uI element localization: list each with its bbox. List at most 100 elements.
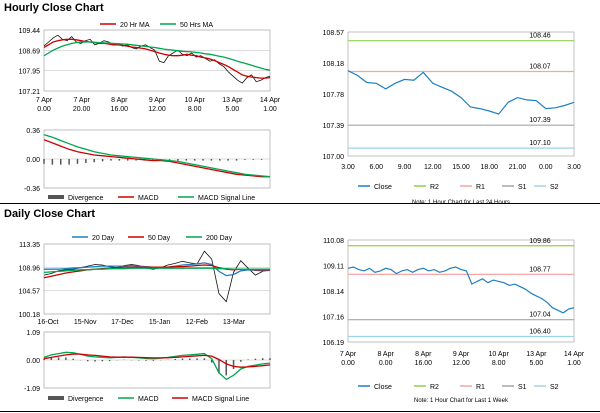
daily-week-y-tick: 108.14: [323, 289, 345, 296]
daily-price-y-tick: 100.18: [19, 312, 41, 319]
daily-week-close-legend-label: Close: [374, 384, 392, 391]
daily-macd-y-tick: -1.09: [24, 386, 40, 393]
daily-week-level-label-r2: 109.86: [529, 238, 551, 245]
daily-price-x-tick: 13-Mar: [223, 319, 246, 326]
daily-week-x-tick: 8 Apr: [377, 351, 394, 358]
hourly-macd-macd-legend-label: MACD: [138, 195, 159, 202]
bottom-border: [0, 411, 600, 412]
hourly-24h-y-tick: 107.78: [323, 92, 345, 99]
daily-week-x-tick: 0.00: [341, 360, 355, 367]
daily-price-200day-legend-label: 200 Day: [206, 235, 233, 242]
daily-macd-y-tick: 1.09: [26, 330, 40, 337]
daily-week-s1-legend-label: S1: [518, 384, 527, 391]
hourly-price-x-tick: 7 Apr: [73, 97, 90, 104]
hourly-macd-divergence-legend-label: Divergence: [68, 195, 104, 202]
daily-macd-signal-legend-label: MACD Signal Line: [192, 396, 249, 403]
hourly-price-x-tick: 7 Apr: [36, 97, 53, 104]
hourly-24h-x-tick: 15.00: [452, 164, 470, 171]
hourly-24h-y-tick: 107.39: [323, 123, 345, 130]
hourly-24h-s2-legend-label: S2: [550, 184, 559, 191]
hourly-24h-r1-legend-label: R1: [476, 184, 485, 191]
daily-price-y-tick: 108.96: [19, 265, 41, 272]
hourly-macd-y-tick: -0.36: [24, 186, 40, 193]
hourly-price-x-tick: 13 Apr: [222, 97, 243, 104]
daily-week-r2-legend-label: R2: [430, 384, 439, 391]
daily-price-y-tick: 113.35: [19, 242, 40, 249]
hourly-price-series-20-hr-ma: [43, 38, 271, 79]
hourly-price-y-tick: 108.69: [19, 48, 41, 55]
hourly-24h-y-tick: 108.18: [323, 61, 345, 68]
daily-week-x-tick: 16.00: [415, 360, 433, 367]
section-divider: [0, 203, 600, 204]
daily-week-plot-frame: [347, 239, 575, 343]
daily-macd-series-macd: [43, 351, 271, 381]
daily-week-x-tick: 8.00: [492, 360, 506, 367]
hourly-price-x-tick: 12.00: [148, 106, 166, 113]
daily-macd-series-macd-signal-line: [43, 353, 271, 368]
hourly-price-y-tick: 107.95: [19, 69, 41, 76]
hourly-price-y-tick: 107.21: [19, 89, 41, 96]
hourly-price-series-price: [43, 34, 271, 84]
hourly-24h-level-label-r2: 108.46: [529, 33, 551, 40]
hourly-section-title: Hourly Close Chart: [4, 2, 104, 14]
daily-price-series-200-day: [43, 267, 270, 274]
daily-macd-y-tick: 0.00: [26, 358, 40, 365]
daily-week-level-label-r1: 108.77: [529, 266, 551, 273]
hourly-24h-series-close: [347, 70, 575, 115]
hourly-24h-x-tick: 12.00: [424, 164, 442, 171]
hourly-price-x-tick: 1.00: [263, 106, 277, 113]
daily-week-x-tick: 9 Apr: [453, 351, 470, 358]
daily-price-50day-legend-label: 50 Day: [148, 235, 171, 242]
hourly-24h-s1-legend-label: S1: [518, 184, 527, 191]
hourly-24h-x-tick: 3.00: [341, 164, 355, 171]
hourly-price-series-50-hrs-ma: [43, 41, 271, 71]
hourly-price-x-tick: 14 Apr: [260, 97, 281, 104]
daily-price-x-tick: 16-Oct: [37, 319, 58, 326]
daily-week-y-tick: 110.08: [323, 238, 344, 245]
daily-week-y-tick: 106.19: [323, 340, 345, 347]
hourly-price-ma20-legend-label: 20 Hr MA: [120, 22, 150, 29]
hourly-price-x-tick: 0.00: [37, 106, 51, 113]
hourly-macd-signal-legend-label: MACD Signal Line: [198, 195, 255, 202]
daily-week-series-close: [347, 266, 575, 314]
daily-price-series-50-day: [43, 264, 270, 279]
hourly-24h-x-tick: 21.00: [509, 164, 527, 171]
daily-week-x-tick: 7 Apr: [340, 351, 357, 358]
daily-week-level-label-s2: 106.40: [529, 328, 551, 335]
daily-week-x-tick: 1.00: [567, 360, 581, 367]
hourly-price-x-tick: 16.00: [111, 106, 129, 113]
hourly-24h-x-tick: 18.00: [480, 164, 498, 171]
hourly-24h-level-label-s1: 107.39: [529, 117, 551, 124]
daily-price-plot-frame: [43, 243, 271, 315]
hourly-price-x-tick: 9 Apr: [149, 97, 166, 104]
daily-price-20day-legend-label: 20 Day: [92, 235, 115, 242]
daily-week-s2-legend-label: S2: [550, 384, 559, 391]
hourly-price-x-tick: 5.00: [226, 106, 240, 113]
hourly-24h-x-tick: 3.00: [567, 164, 581, 171]
hourly-price-x-tick: 8 Apr: [111, 97, 128, 104]
daily-week-x-tick: 13 Apr: [526, 351, 547, 358]
hourly-24h-y-tick: 108.57: [323, 30, 345, 37]
hourly-24h-plot-frame: [347, 31, 575, 157]
hourly-price-x-tick: 20.00: [73, 106, 91, 113]
daily-week-level-label-s1: 107.04: [529, 312, 551, 319]
hourly-price-x-tick: 8.00: [188, 106, 202, 113]
hourly-24h-y-tick: 107.00: [323, 154, 345, 161]
hourly-macd-y-tick: 0.36: [26, 128, 40, 135]
daily-week-x-tick: 14 Apr: [564, 351, 585, 358]
hourly-24h-level-label-r1: 108.07: [529, 63, 551, 70]
daily-week-r1-legend-label: R1: [476, 384, 485, 391]
daily-week-x-tick: 0.00: [379, 360, 393, 367]
hourly-price-y-tick: 109.44: [19, 28, 41, 35]
daily-macd-divergence-legend-label: Divergence: [68, 396, 104, 403]
daily-price-y-tick: 104.57: [19, 289, 41, 296]
daily-week-y-tick: 109.11: [323, 264, 344, 271]
daily-price-x-tick: 15-Nov: [74, 319, 97, 326]
hourly-24h-close-legend-label: Close: [374, 184, 392, 191]
hourly-macd-series-macd: [43, 139, 270, 178]
hourly-macd-y-tick: 0.00: [26, 157, 40, 164]
hourly-price-ma50-legend-label: 50 Hrs MA: [180, 22, 213, 29]
hourly-24h-level-label-s2: 107.10: [529, 140, 551, 147]
daily-week-x-tick: 5.00: [530, 360, 544, 367]
